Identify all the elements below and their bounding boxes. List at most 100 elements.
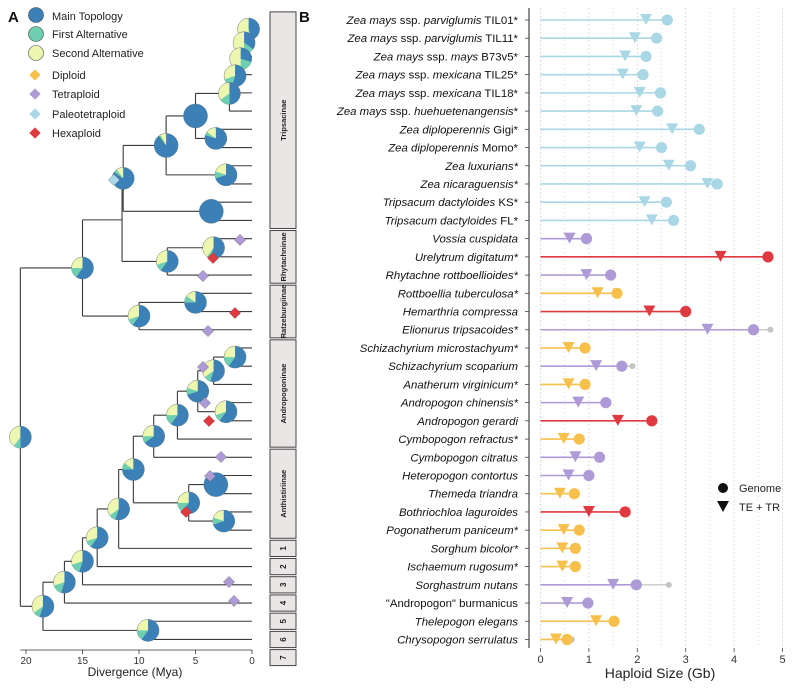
te-tr-marker [557, 433, 570, 445]
ploidy-diamond [223, 576, 235, 588]
ploidy-diamond [203, 415, 215, 427]
pie-first-alternative [215, 171, 227, 179]
species-label-part: parviglumis [424, 33, 483, 45]
species-label: Themeda triandra [428, 489, 518, 501]
clade-box: 1 [269, 539, 297, 557]
species-label-part: Tripsacum dactyloides [385, 215, 498, 227]
pie-first-alternative [204, 370, 214, 382]
te-tr-marker [549, 633, 562, 645]
species-label: Elionurus tripsacoides* [402, 325, 518, 337]
divergence-tick-label: 5 [193, 656, 199, 667]
pie-main-topology [115, 497, 130, 520]
species-label-part: Zea mays [346, 15, 397, 27]
genome-size-point [608, 615, 620, 627]
species-label-part: TIL18* [481, 88, 518, 100]
topology-pie [199, 199, 224, 224]
topology-pie [71, 550, 94, 573]
clade-box-rect [269, 539, 297, 557]
clade-label: Ratzeburgiinae [279, 285, 288, 339]
species-label: Andropogon chinensis* [400, 398, 519, 410]
genome-size-point [693, 123, 705, 135]
clade-box-rect [269, 284, 297, 339]
legend-tetraploid-swatch [29, 88, 41, 100]
pie-main-topology [248, 18, 260, 40]
genome-size-point [652, 105, 664, 117]
legend-te-marker [717, 501, 729, 512]
pie-main-topology [199, 199, 224, 224]
species-label-part: Zea mays [346, 33, 397, 45]
topology-pie [204, 127, 228, 150]
topology-pie [122, 458, 145, 481]
te-tr-marker [556, 542, 569, 554]
genome-size-point [616, 360, 628, 372]
species-label: Vossia cuspidata [432, 234, 518, 246]
extra-size-point [665, 581, 672, 588]
pie-main-topology [79, 550, 94, 573]
genome-size-point [711, 178, 723, 190]
topology-pie [214, 163, 238, 187]
species-label-part: Zea diploperennis [387, 143, 479, 155]
clade-box-rect [269, 557, 297, 576]
species-label: Zea nicaraguensis* [419, 179, 518, 191]
pie-main-topology [240, 47, 252, 63]
species-label-part: TIL25* [481, 70, 518, 82]
species-label-part: Ischaemum rugosum* [407, 562, 518, 574]
pie-main-topology [228, 346, 247, 369]
x-tick-label: 4 [731, 654, 737, 666]
species-label-part: Cymbopogon citratus [410, 452, 518, 464]
topology-pie [142, 425, 165, 448]
pie-first-alternative [186, 387, 198, 395]
clade-box-rect [269, 630, 297, 649]
topology-pie [229, 47, 252, 70]
te-tr-marker [701, 323, 714, 335]
te-tr-marker [630, 105, 643, 117]
te-tr-marker [591, 287, 604, 299]
extra-size-point [767, 326, 774, 333]
x-tick-label: 1 [586, 654, 592, 666]
pie-first-alternative [86, 537, 98, 547]
species-label-part: Andropogon chinensis* [400, 398, 519, 410]
species-label: Zea diploperennis Momo* [387, 143, 518, 155]
species-label-part: mexicana [433, 70, 482, 82]
species-label-part: Vossia cuspidata [432, 234, 518, 246]
te-tr-marker [562, 378, 575, 390]
legend-first-alternative-swatch [28, 26, 44, 42]
species-label-part: Bothriochloa laguroides [399, 507, 518, 519]
legend-te: TE + TR [739, 502, 780, 514]
divergence-tick-label: 10 [133, 656, 145, 667]
clade-labels: Tripsacinae Rhytachninae Ratzeburgiinae And… [269, 11, 297, 667]
te-tr-marker [562, 341, 575, 353]
genome-size-point [593, 451, 606, 463]
te-tr-marker [666, 123, 679, 135]
species-label-part: mexicana [433, 88, 482, 100]
legend-paleotetraploid-swatch [29, 108, 41, 120]
clade-label: 5 [279, 618, 288, 623]
genome-size-point [600, 397, 612, 409]
species-label-part: Zea mays [354, 70, 405, 82]
ploidy-diamond [180, 506, 192, 518]
species-label-part: Cymbopogon refractus* [398, 434, 518, 446]
species-label-part: ssp. [424, 51, 451, 63]
x-tick-label: 0 [537, 654, 543, 666]
species-label-part: Sorghum bicolor* [431, 543, 519, 555]
te-tr-marker [645, 214, 658, 226]
species-label-part: Andropogon gerardi [416, 416, 518, 428]
clade-label: 1 [279, 546, 288, 551]
topology-pie [85, 526, 109, 549]
clade-box-rect [269, 448, 297, 539]
pie-first-alternative [142, 436, 154, 443]
pie-first-alternative [128, 316, 139, 325]
genome-size-point [568, 488, 580, 500]
species-label-part: huehuetenangensis [414, 106, 514, 118]
genome-size-point [573, 524, 585, 536]
species-label-part: Zea nicaraguensis* [419, 179, 518, 191]
te-tr-marker [611, 414, 624, 426]
pie-first-alternative [177, 502, 189, 512]
species-label-part: ssp. [405, 70, 432, 82]
legend-diploid: Diploid [52, 70, 86, 82]
genome-size-point [655, 141, 668, 154]
species-label-part: Rhytachne rottboellioides* [386, 270, 519, 282]
extra-size-point [629, 363, 636, 370]
genome-size-point [569, 542, 581, 554]
species-label-part: ssp. [405, 88, 432, 100]
